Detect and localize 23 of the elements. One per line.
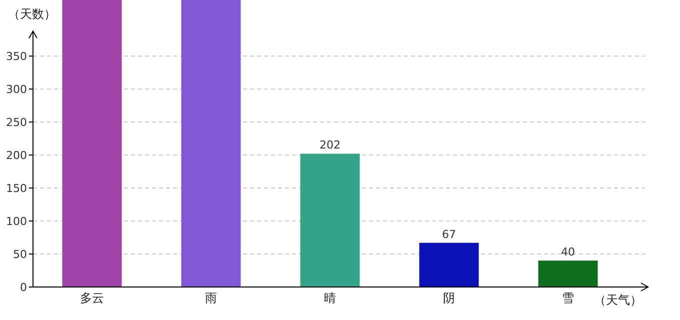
x-tick-label: 雪: [562, 291, 574, 305]
y-tick-label: 350: [6, 50, 27, 63]
y-axis-title: （天数）: [8, 7, 56, 21]
x-tick-label: 阴: [443, 291, 455, 305]
bar: [538, 260, 598, 287]
data-label: 202: [320, 138, 340, 152]
x-tick-label: 雨: [205, 291, 217, 305]
y-tick-label: 300: [6, 82, 27, 96]
y-tick-label: 200: [6, 148, 27, 162]
bar: [419, 242, 479, 287]
bar: [181, 0, 241, 287]
y-tick-label: 100: [6, 214, 27, 228]
x-axis-title: （天气）: [594, 293, 642, 307]
x-tick-label: 多云: [80, 291, 104, 305]
data-label: 40: [561, 246, 575, 259]
x-tick-label: 晴: [324, 291, 336, 305]
y-tick-label: 250: [6, 116, 27, 129]
bar: [62, 0, 122, 287]
y-tick-label: 0: [20, 280, 27, 294]
y-tick-label: 50: [13, 248, 27, 261]
data-label: 67: [442, 228, 456, 241]
y-tick-label: 150: [6, 182, 27, 195]
bar: [300, 154, 360, 287]
